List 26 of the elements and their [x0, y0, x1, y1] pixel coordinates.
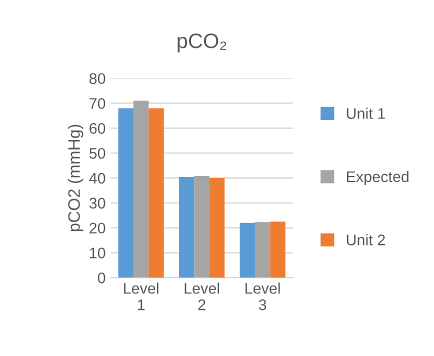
bar: [209, 178, 225, 278]
y-axis-title: pCO2 (mmHg): [68, 124, 84, 232]
bar: [194, 176, 210, 278]
y-tick-label: 80: [89, 73, 106, 84]
bar: [118, 108, 134, 278]
legend-label: Expected: [346, 170, 408, 186]
chart-title: pCO₂: [178, 34, 226, 52]
bar: [270, 222, 286, 278]
y-tick-label: 30: [89, 198, 106, 209]
bar: [254, 222, 270, 278]
legend-label: Unit 2: [346, 234, 385, 246]
y-tick-label: 0: [98, 272, 106, 284]
y-tick-label: 40: [89, 172, 106, 184]
y-tick-label: 70: [90, 98, 106, 109]
x-tick-label: Level 2: [184, 282, 220, 310]
y-tick-label: 60: [90, 123, 106, 134]
y-tick-label: 10: [90, 248, 106, 258]
bar: [133, 100, 149, 278]
y-tick-label: 20: [90, 222, 106, 234]
bar: [148, 108, 164, 278]
bar: [240, 222, 255, 278]
x-tick-label: Level 3: [246, 282, 280, 310]
x-tick-label: Level 1: [124, 282, 158, 310]
y-tick-label: 50: [89, 148, 106, 159]
bar: [179, 177, 194, 278]
legend-label: Unit 1: [346, 108, 385, 119]
